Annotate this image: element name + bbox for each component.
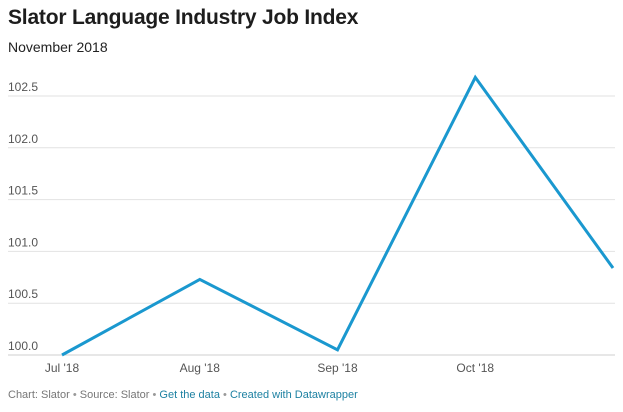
chart-footer: Chart: Slator • Source: Slator • Get the… <box>8 389 358 401</box>
data-point[interactable] <box>196 275 204 283</box>
x-tick-label: Oct '18 <box>456 361 494 375</box>
y-tick-label: 100.5 <box>8 287 38 301</box>
x-tick-label: Aug '18 <box>180 361 221 375</box>
footer-separator: • <box>72 389 77 401</box>
series-line <box>61 74 615 357</box>
x-tick-label: Sep '18 <box>317 361 358 375</box>
y-tick-label: 102.5 <box>8 80 38 94</box>
footer-separator: • <box>152 389 157 401</box>
source-credit: Source: Slator <box>79 389 150 401</box>
chart-subtitle: November 2018 <box>8 39 108 55</box>
y-tick-label: 100.0 <box>8 339 38 353</box>
y-tick-label: 102.0 <box>8 132 38 146</box>
chart-credit: Chart: Slator <box>8 389 70 401</box>
datawrapper-link[interactable]: Created with Datawrapper <box>229 389 358 401</box>
data-point[interactable] <box>471 73 479 81</box>
chart-title: Slator Language Industry Job Index <box>8 6 359 29</box>
y-tick-label: 101.5 <box>8 184 38 198</box>
footer-separator: • <box>223 389 227 401</box>
x-tick-label: Jul '18 <box>45 361 80 375</box>
get-data-link[interactable]: Get the data <box>159 389 220 401</box>
data-point[interactable] <box>609 264 617 272</box>
y-tick-label: 101.0 <box>8 235 38 249</box>
data-point[interactable] <box>334 346 342 354</box>
data-point[interactable] <box>58 351 66 359</box>
